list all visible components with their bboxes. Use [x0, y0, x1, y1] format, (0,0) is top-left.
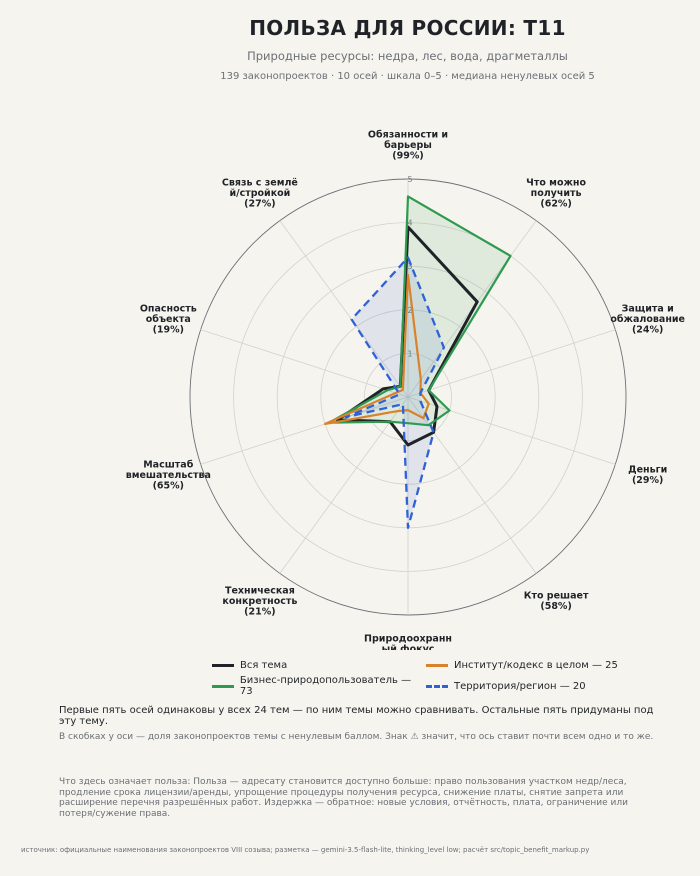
chart-legend: Вся тема Институт/кодекс в целом — 25 Би… [212, 660, 632, 697]
axis-label: Обязанности и барьеры (99%) [368, 130, 448, 162]
series-fill [329, 196, 511, 426]
legend-swatch [212, 664, 234, 667]
page-title: ПОЛЬЗА ДЛЯ РОССИИ: Т11 [249, 16, 566, 40]
axis-label: Опасность объекта (19%) [140, 304, 197, 336]
legend-label: Институт/кодекс в целом — 25 [454, 660, 618, 671]
legend-item-business: Бизнес-природопользователь — 73 [212, 675, 426, 697]
axis-spoke [279, 220, 409, 398]
radial-tick-label: 2 [407, 306, 412, 315]
series-line [336, 225, 479, 447]
radial-tick-label: 3 [407, 262, 412, 271]
axis-spoke [200, 329, 409, 398]
radial-tick-label: 4 [407, 219, 412, 228]
axis-spoke [279, 396, 409, 574]
note-definition: Что здесь означает польза: Польза — адре… [59, 777, 628, 819]
page-meta: 139 законопроектов · 10 осей · шкала 0–5… [220, 71, 595, 82]
legend-item-territory: Территория/регион — 20 [426, 675, 626, 697]
axis-label: Защита и обжалование (24%) [610, 304, 685, 336]
axis-label: Кто решает (58%) [524, 591, 589, 613]
legend-label: Бизнес-природопользователь — 73 [239, 675, 412, 697]
legend-item-institute: Институт/кодекс в целом — 25 [426, 660, 626, 671]
series-line [328, 195, 512, 427]
axis-label: Что можно получить (62%) [526, 178, 586, 210]
source-note: источник: официальные наименования закон… [21, 846, 590, 854]
radial-tick-label: 5 [407, 175, 412, 184]
radar-chart: 1 2 3 4 5 Обязанности и барьеры (99%) Что можно п… [126, 130, 685, 651]
series-fill [345, 257, 444, 528]
legend-label: Вся тема [240, 660, 288, 671]
series-line [324, 273, 430, 425]
legend-swatch [426, 664, 448, 667]
note-main: Первые пять осей одинаковы у всех 24 тем… [59, 705, 654, 727]
legend-swatch [426, 684, 448, 688]
legend-label: Территория/регион — 20 [454, 680, 586, 692]
axis-label: Деньги (29%) [628, 465, 667, 487]
axis-label: Масштаб вмешательства (65%) [126, 459, 211, 491]
axis-label: Техническая конкретность (21%) [222, 585, 297, 617]
axis-spoke [200, 396, 409, 465]
axis-spoke [407, 396, 537, 574]
legend-item-all: Вся тема [212, 660, 426, 671]
note-sub: В скобках у оси — доля законопроектов те… [59, 732, 654, 742]
axis-spoke [407, 329, 616, 398]
legend-swatch [212, 684, 234, 688]
series-line [344, 256, 446, 529]
page-subtitle: Природные ресурсы: недра, лес, вода, дра… [247, 49, 568, 63]
axis-label: Связь с землё й/стройкой (27%) [222, 178, 298, 210]
axis-spoke [407, 396, 616, 465]
radial-tick-label: 1 [407, 349, 412, 358]
